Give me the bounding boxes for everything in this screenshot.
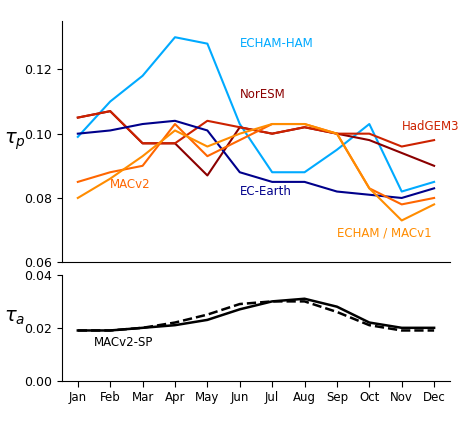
Text: NorESM: NorESM bbox=[240, 88, 285, 101]
Text: MACv2: MACv2 bbox=[110, 179, 151, 191]
Text: MACv2-SP: MACv2-SP bbox=[94, 336, 154, 349]
Text: EC-Earth: EC-Earth bbox=[240, 185, 292, 198]
Text: HadGEM3: HadGEM3 bbox=[401, 121, 459, 133]
Text: ECHAM-HAM: ECHAM-HAM bbox=[240, 37, 313, 50]
Text: ECHAM / MACv1: ECHAM / MACv1 bbox=[337, 227, 431, 239]
Text: $\tau_a$: $\tau_a$ bbox=[4, 308, 26, 327]
Text: $\tau_p$: $\tau_p$ bbox=[4, 131, 26, 152]
